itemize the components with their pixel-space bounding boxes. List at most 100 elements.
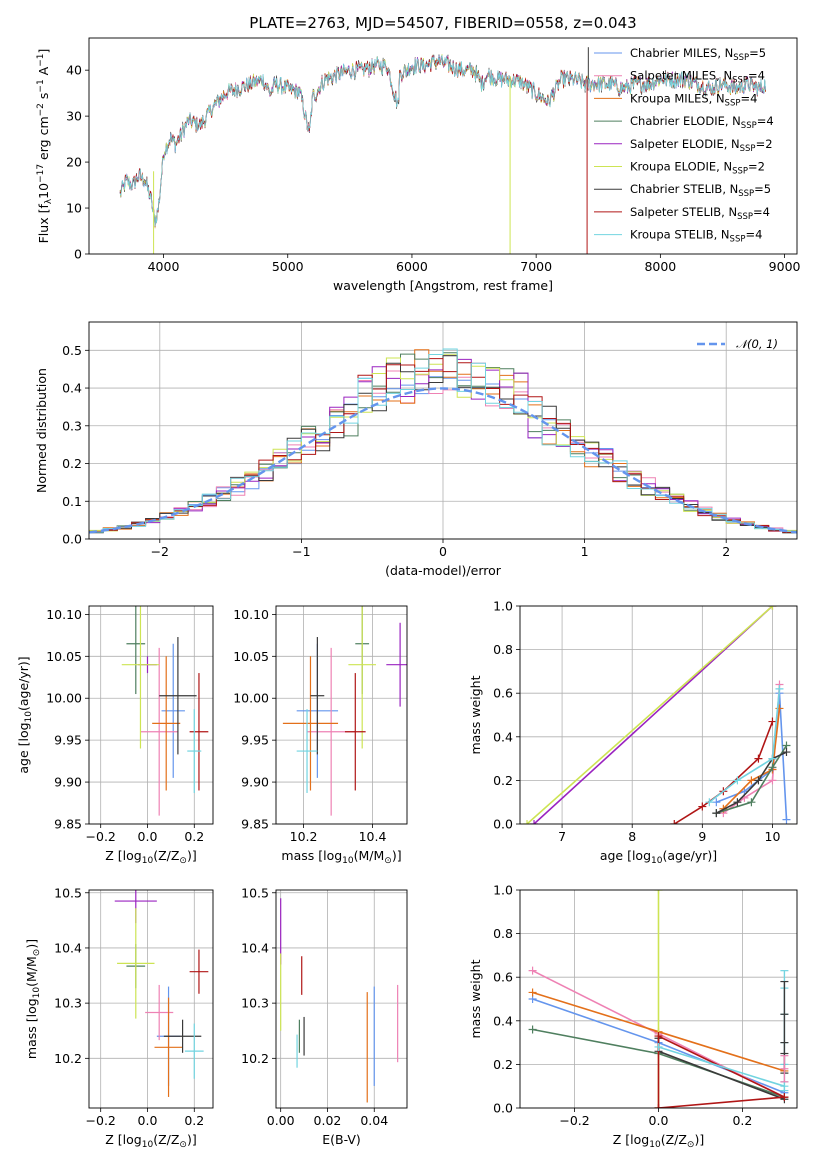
grid: [276, 606, 407, 825]
grid: [276, 890, 407, 1108]
x-tick-label: 5000: [272, 259, 304, 274]
weight-marker: [768, 776, 777, 785]
legend-entry: Kroupa MILES, NSSP=4: [630, 91, 757, 108]
plot-area: [119, 47, 766, 254]
weight-line: [716, 745, 788, 814]
weight-marker: [654, 890, 663, 894]
x-tick-label: 0.2: [184, 1113, 204, 1128]
weight-marker: [705, 798, 714, 807]
mass_weight_vs_age-axes: 7 8 9 10 0.0 0.2 0.4 0.6 0.8 1.0 age [log10(age/yr…: [468, 599, 798, 866]
legend-entry: Kroupa ELODIE, NSSP=2: [630, 160, 765, 177]
weight-marker: [754, 754, 763, 763]
x-tick-label: −1: [292, 544, 310, 559]
y-tick-label: 10.2: [241, 1051, 269, 1066]
legend-entry: Chabrier MILES, NSSP=5: [630, 46, 766, 63]
weight-line: [708, 688, 781, 803]
histogram-series: [89, 348, 797, 533]
weight-marker: [733, 798, 742, 807]
plot-area: [528, 890, 789, 1108]
x-tick-label: 10.4: [359, 829, 387, 844]
weight-line: [722, 684, 781, 814]
y-tick-label: 40: [66, 63, 82, 78]
y-tick-label: 0.4: [493, 1013, 513, 1028]
axes-frame: [275, 605, 408, 825]
weight-marker: [768, 717, 777, 726]
weight-marker: [768, 763, 777, 772]
x-axis-label: age [log10(age/yr)]: [600, 848, 717, 866]
plot-area: [282, 606, 407, 816]
y-tick-label: 10.00: [233, 691, 269, 706]
x-tick-label: −0.2: [86, 829, 116, 844]
legend-entry: Salpeter ELODIE, NSSP=2: [630, 137, 773, 154]
x-tick-label: 1: [581, 544, 589, 559]
weight-marker: [712, 809, 721, 818]
x-axis-label: wavelength [Angstrom, rest frame]: [333, 278, 553, 293]
legend-entry: Chabrier ELODIE, NSSP=4: [630, 114, 774, 131]
legend-normal-label: 𝒩(0, 1): [736, 337, 778, 351]
y-axis-label: mass weight: [468, 959, 483, 1038]
y-tick-label: 20: [66, 155, 82, 170]
y-axis-label: mass [log10(M/M⊙)]: [24, 939, 42, 1059]
axes-frame: [88, 37, 798, 255]
y-tick-label: 0.2: [493, 1057, 513, 1072]
weight-marker: [654, 1104, 663, 1108]
weight-marker: [768, 606, 777, 610]
spectrum-line: [119, 55, 766, 227]
y-tick-label: 30: [66, 109, 82, 124]
axes-frame: [88, 889, 214, 1109]
y-tick-label: 10.3: [54, 996, 82, 1011]
x-axis-label: mass [log10(M/M⊙)]: [281, 848, 401, 866]
plot-area: [523, 606, 791, 824]
y-tick-label: 0.2: [62, 456, 82, 471]
x-tick-label: 7: [558, 829, 566, 844]
weight-line: [658, 1046, 785, 1087]
age_vs_mass-axes: 10.2 10.4 9.85 9.90 9.95 10.00 10.05 10.10 mass …: [233, 605, 408, 866]
y-axis-label: Normed distribution: [34, 368, 49, 493]
y-axis-label: mass weight: [468, 675, 483, 754]
y-axis-label: age [log10(age/yr)]: [16, 656, 34, 773]
weight-marker: [654, 1042, 663, 1051]
normal-curve: [89, 387, 797, 534]
x-tick-label: 6000: [396, 259, 428, 274]
plot-area: [280, 898, 399, 1103]
axes-frame: [275, 889, 408, 1109]
y-tick-label: 9.85: [241, 817, 269, 832]
y-tick-label: 10: [66, 201, 82, 216]
x-tick-label: 0.02: [314, 1113, 342, 1128]
grid: [89, 890, 213, 1108]
residual_histogram-axes: −2 −1 0 1 2 0.0 0.1 0.2 0.3 0.4 0.5 (data-model)/er…: [34, 321, 798, 578]
x-tick-label: 10: [765, 829, 781, 844]
spectrum-axes: 4000 5000 6000 7000 8000 9000 0 10 20 30 40 wavelen…: [36, 37, 801, 293]
weight-marker: [654, 1032, 663, 1041]
y-tick-label: 10.3: [241, 996, 269, 1011]
y-tick-label: 9.95: [54, 733, 82, 748]
y-tick-label: 1.0: [493, 599, 513, 614]
x-tick-label: 2: [722, 544, 730, 559]
x-tick-label: 8: [628, 829, 636, 844]
y-tick-label: 9.85: [54, 817, 82, 832]
y-tick-label: 0: [74, 247, 82, 262]
x-tick-label: −0.2: [559, 1113, 589, 1128]
y-tick-label: 0.4: [62, 381, 82, 396]
y-tick-label: 0.8: [493, 642, 513, 657]
y-tick-label: 10.05: [46, 649, 82, 664]
x-axis-label: Z [log10(Z/Z⊙)]: [105, 1132, 196, 1150]
weight-marker: [747, 776, 756, 785]
y-tick-label: 0.2: [493, 773, 513, 788]
x-tick-label: 10.2: [290, 829, 318, 844]
weight-marker: [712, 798, 721, 807]
weight-marker: [670, 820, 679, 824]
y-tick-label: 0.0: [62, 532, 82, 547]
plot-area: [114, 890, 209, 1097]
x-tick-label: −0.2: [86, 1113, 116, 1128]
x-tick-label: 0.2: [184, 829, 204, 844]
weight-marker: [733, 776, 742, 785]
x-tick-label: 0.0: [649, 1113, 669, 1128]
y-tick-label: 0.6: [493, 686, 513, 701]
weight-marker: [747, 798, 756, 807]
x-tick-label: 7000: [520, 259, 552, 274]
age_vs_Z-axes: −0.2 0.0 0.2 9.85 9.90 9.95 10.00 10.05 10.10 Z […: [16, 605, 214, 866]
mass_vs_ebv-axes: 0.00 0.02 0.04 10.2 10.3 10.4 10.5 E(B-V): [241, 885, 408, 1147]
y-tick-label: 0.0: [493, 817, 513, 832]
